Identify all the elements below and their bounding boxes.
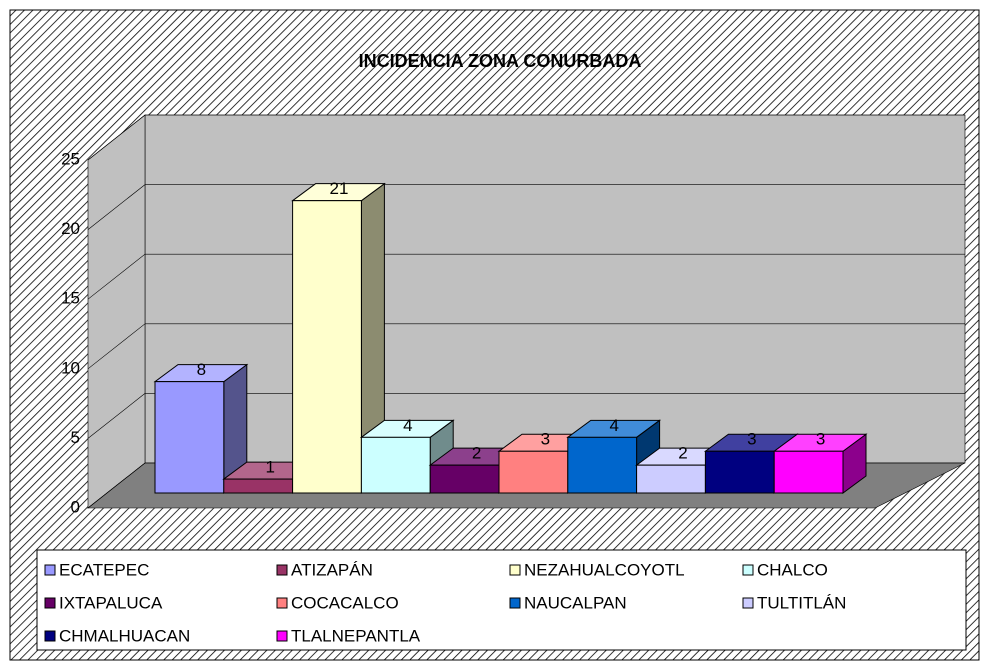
legend [36, 549, 967, 651]
y-tick-label: 5 [71, 428, 80, 447]
bar [360, 436, 431, 494]
legend-swatch [276, 564, 288, 576]
legend-swatch [276, 597, 288, 609]
bar [773, 450, 844, 494]
value-label: 3 [541, 430, 550, 449]
legend-label: CHALCO [757, 560, 828, 579]
value-label: 8 [197, 360, 206, 379]
bar [429, 464, 500, 494]
value-label: 1 [265, 458, 274, 477]
bar [567, 436, 638, 494]
y-tick-label: 25 [61, 149, 80, 168]
legend-swatch [509, 564, 521, 576]
side-wall [87, 114, 146, 509]
legend-label: COCACALCO [291, 593, 399, 612]
value-label: 21 [330, 179, 349, 198]
legend-swatch [44, 630, 56, 642]
bar [223, 478, 294, 494]
value-label: 3 [747, 430, 756, 449]
legend-swatch [276, 630, 288, 642]
y-tick-label: 15 [61, 289, 80, 308]
legend-label: CHMALHUACAN [59, 626, 190, 645]
value-label: 4 [403, 416, 412, 435]
legend-swatch [509, 597, 521, 609]
legend-label: IXTAPALUCA [59, 593, 163, 612]
legend-label: TULTITLÁN [757, 593, 846, 612]
legend-label: NAUCALPAN [524, 593, 627, 612]
value-label: 2 [678, 444, 687, 463]
bar [498, 450, 569, 494]
back-wall [144, 114, 966, 464]
y-tick-label: 10 [61, 358, 80, 377]
grid-line [87, 114, 146, 161]
value-label: 2 [472, 444, 481, 463]
bar [704, 450, 775, 494]
y-tick-label: 0 [71, 497, 80, 516]
value-label: 4 [609, 416, 618, 435]
legend-swatch [742, 597, 754, 609]
y-tick-label: 20 [61, 219, 80, 238]
bar [636, 464, 706, 494]
grid-line [87, 462, 146, 509]
legend-label: NEZAHUALCOYOTL [524, 560, 685, 579]
legend-label: TLALNEPANTLA [291, 626, 421, 645]
legend-swatch [44, 564, 56, 576]
grid-line [87, 253, 146, 300]
legend-swatch [742, 564, 754, 576]
grid-line [87, 184, 146, 230]
bar [154, 381, 225, 494]
legend-label: ECATEPEC [59, 560, 149, 579]
legend-label: ATIZAPÁN [291, 560, 373, 579]
legend-swatch [44, 597, 56, 609]
value-label: 3 [816, 430, 825, 449]
bar [292, 200, 362, 494]
grid-line [87, 323, 146, 370]
grid-line [87, 393, 146, 439]
chart-title: INCIDENCIA ZONA CONURBADA [359, 51, 642, 71]
